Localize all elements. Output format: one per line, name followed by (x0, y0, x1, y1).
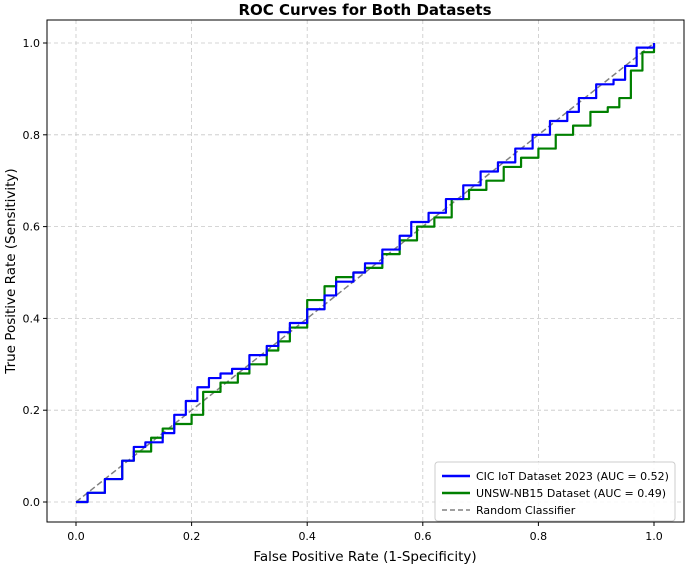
y-tick-label: 0.4 (23, 312, 41, 325)
plot-frame (46, 19, 685, 523)
x-tick-label: 0.8 (530, 530, 548, 543)
legend-label-cic: CIC IoT Dataset 2023 (AUC = 0.52) (476, 470, 669, 483)
y-tick-label: 0.8 (23, 129, 41, 142)
x-axis-label: False Positive Rate (1-Specificity) (253, 549, 476, 565)
series-line-cic-iot (76, 43, 656, 504)
axis-ticks: 0.0 0.2 0.4 0.6 0.8 1.0 0.0 0.2 0.4 0.6 0.8 1.0 (23, 37, 663, 543)
gridlines (47, 20, 684, 522)
y-tick-label: 0.2 (23, 404, 41, 417)
legend-label-unsw: UNSW-NB15 Dataset (AUC = 0.49) (476, 487, 666, 500)
x-tick-label: 0.0 (67, 530, 85, 543)
y-axis-label: True Positive Rate (Sensitivity) (3, 168, 19, 374)
legend: CIC IoT Dataset 2023 (AUC = 0.52) UNSW-N… (434, 461, 676, 522)
x-tick-label: 0.2 (183, 530, 201, 543)
x-tick-label: 0.4 (298, 530, 316, 543)
x-tick-label: 1.0 (645, 530, 663, 543)
y-tick-label: 0.6 (23, 221, 41, 234)
series-lines (75, 42, 656, 504)
y-tick-label: 1.0 (23, 37, 41, 50)
chart-title: ROC Curves for Both Datasets (238, 1, 491, 19)
x-tick-label: 0.6 (414, 530, 432, 543)
legend-box (434, 461, 676, 522)
legend-label-random: Random Classifier (476, 504, 576, 517)
y-tick-label: 0.0 (23, 496, 41, 509)
